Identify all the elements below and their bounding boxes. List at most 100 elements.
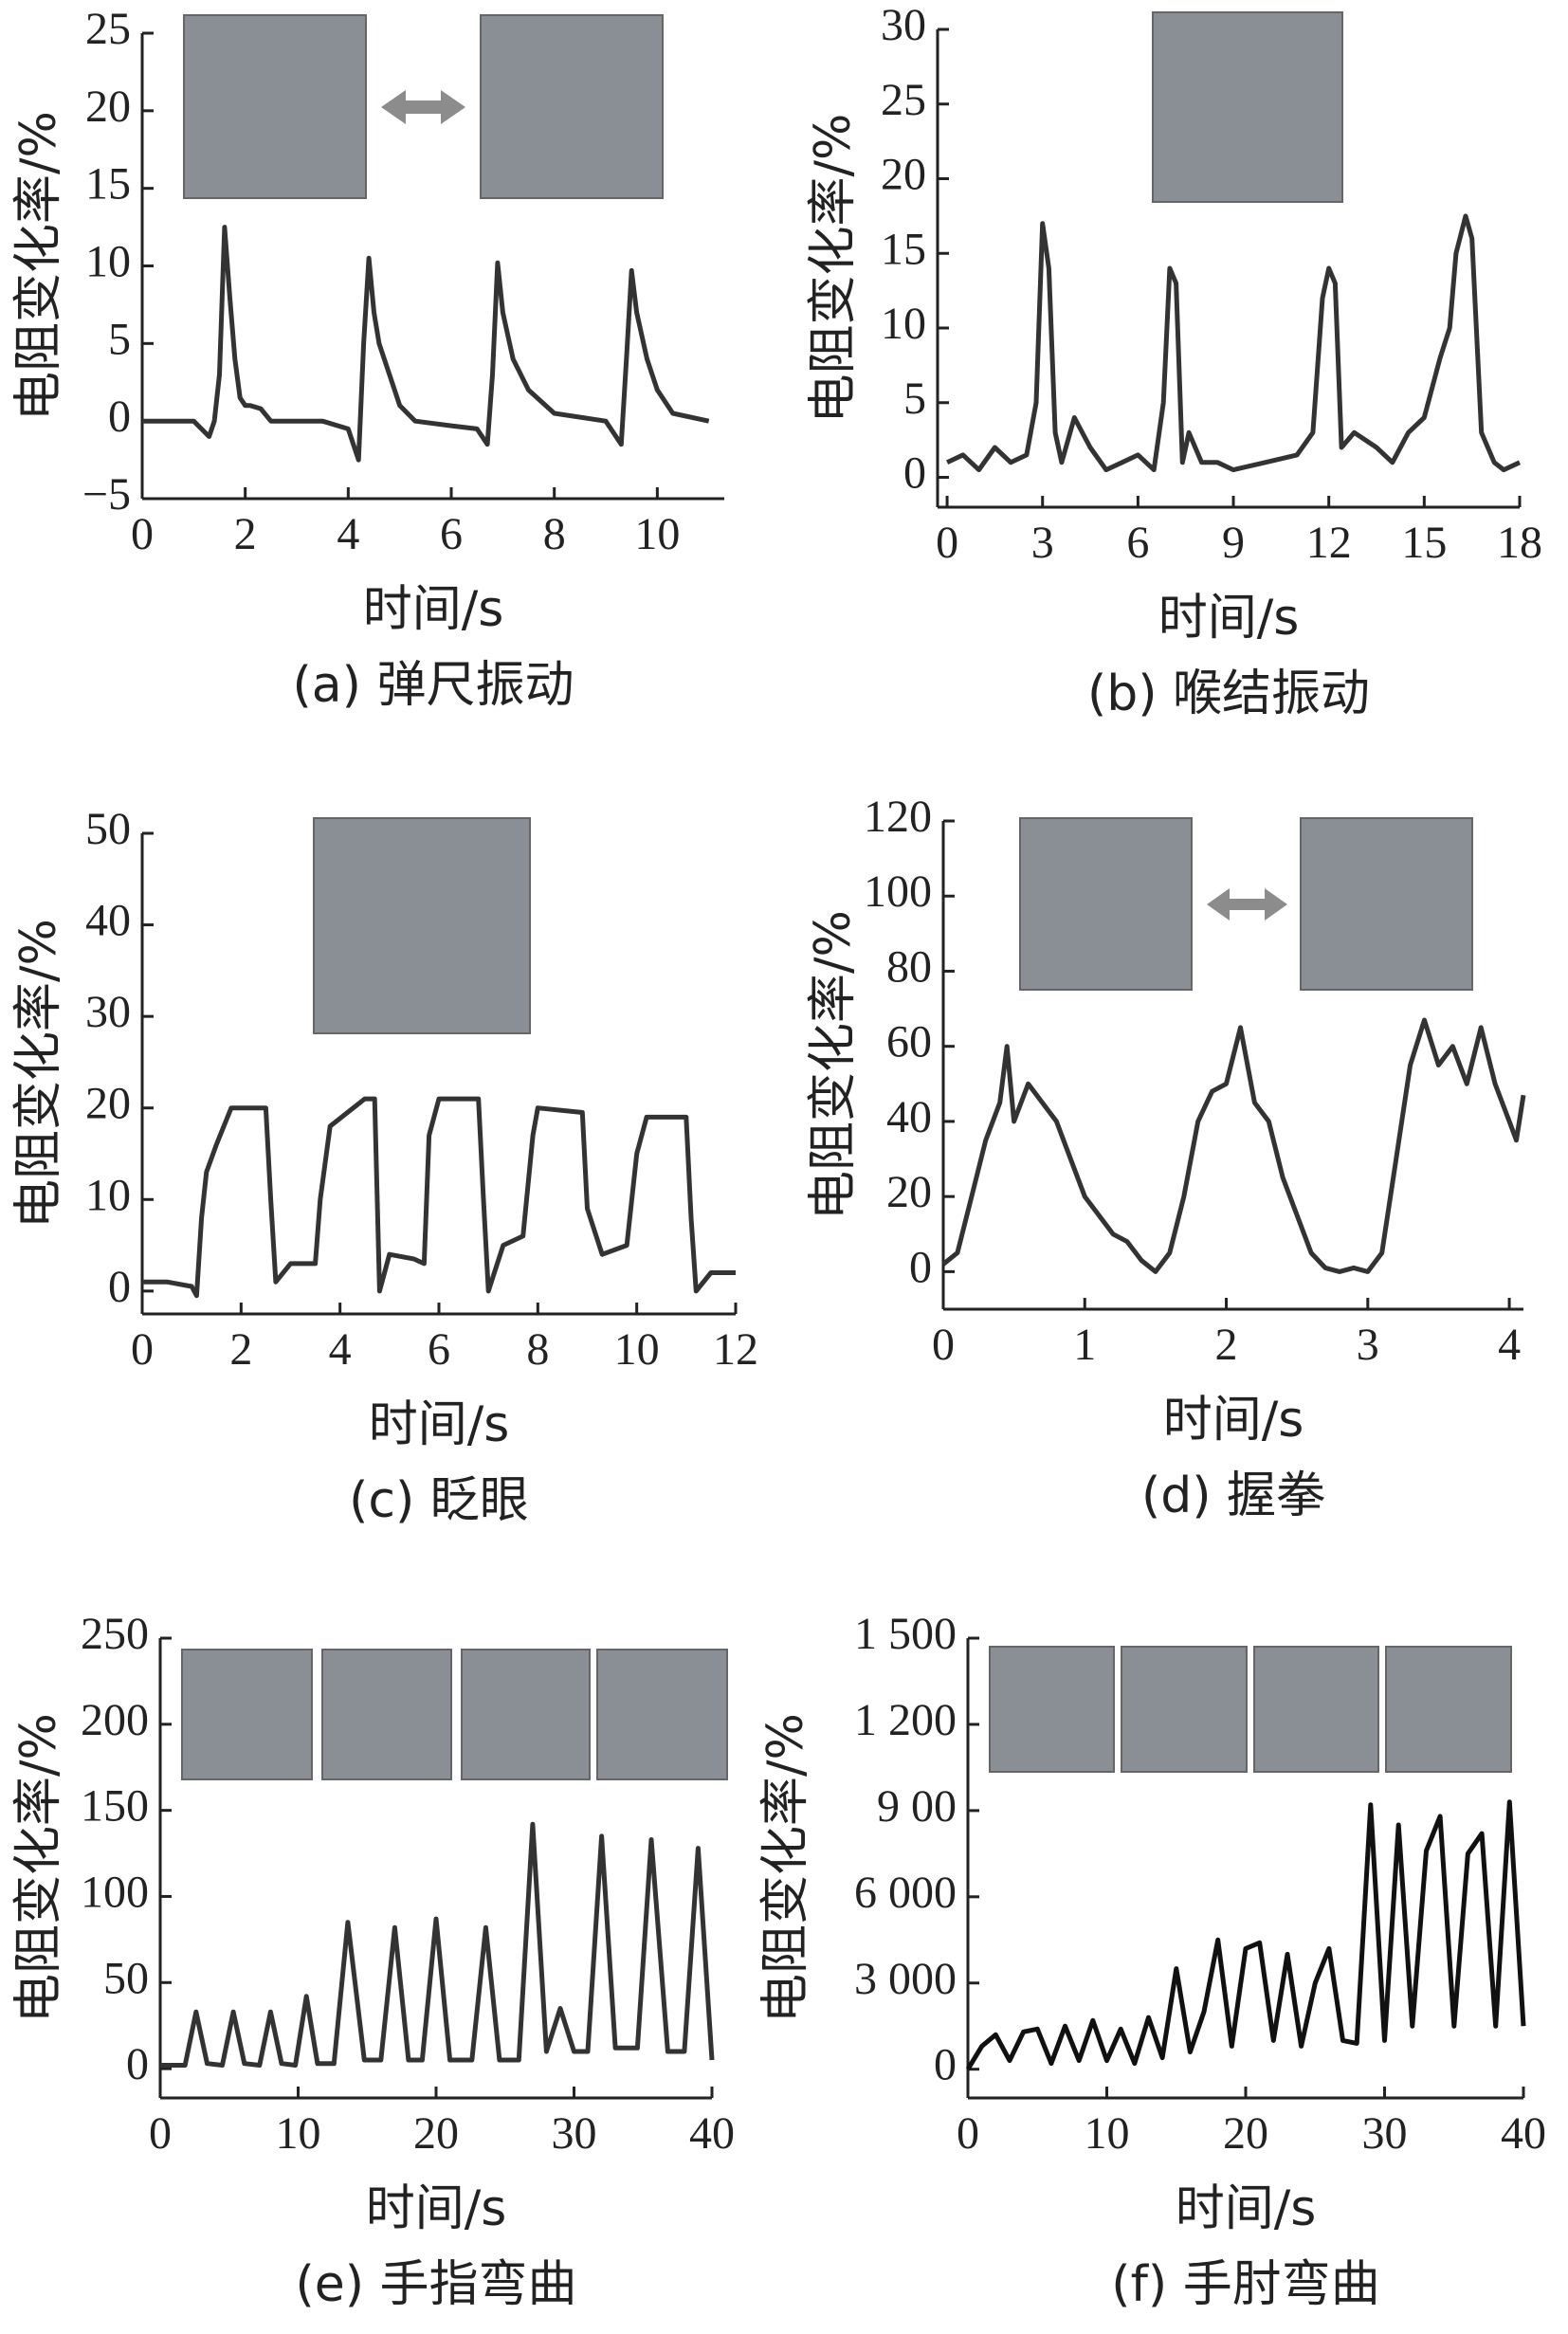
y-axis-label: 电阻变化率/% [805, 910, 862, 1220]
x-tick-label: 12 [1306, 518, 1352, 568]
y-tick-label: 120 [864, 792, 932, 842]
x-tick-label: 12 [713, 1324, 758, 1375]
y-tick-label: 25 [85, 4, 131, 54]
y-tick-label: 10 [85, 1170, 131, 1220]
photo [480, 14, 664, 199]
y-axis-label: 电阻变化率/% [10, 1713, 67, 2023]
x-axis-label: 时间/s [1176, 2180, 1317, 2237]
data-line [160, 1821, 715, 2068]
y-tick-label: 1 200 [854, 1695, 957, 1745]
x-axis-label: 时间/s [1163, 1392, 1304, 1449]
caption: (d) 握拳 [1141, 1468, 1325, 1524]
x-tick-label: 4 [337, 509, 359, 559]
x-tick-label: 2 [1215, 1320, 1238, 1370]
data-line [965, 1799, 1526, 2070]
x-tick-label: 10 [1085, 2108, 1130, 2159]
y-tick-label: 40 [85, 896, 131, 946]
x-tick-label: 30 [552, 2108, 597, 2159]
y-tick-label: 0 [108, 392, 131, 442]
y-tick-label: 80 [886, 941, 932, 992]
x-tick-label: 0 [131, 1324, 154, 1375]
data-line [142, 1096, 736, 1299]
y-axis-label: 电阻变化率/% [10, 919, 67, 1229]
x-tick-label: 0 [957, 2108, 979, 2159]
x-tick-label: 9 [1222, 518, 1245, 568]
y-tick-label: 60 [886, 1017, 932, 1067]
caption: (a) 弹尺振动 [293, 657, 574, 714]
y-tick-label: 0 [909, 1242, 932, 1292]
data-line [941, 1017, 1526, 1274]
y-tick-label: 30 [881, 0, 926, 50]
photo [1253, 1646, 1379, 1773]
x-tick-label: 4 [1498, 1320, 1521, 1370]
x-tick-label: 1 [1073, 1320, 1096, 1370]
y-tick-label: 100 [81, 1867, 149, 1917]
data-line [142, 225, 710, 463]
y-axis-label: 电阻变化率/% [805, 114, 862, 424]
arrow [381, 90, 465, 124]
y-tick-label: 100 [864, 866, 932, 917]
y-tick-label: 10 [881, 299, 926, 349]
caption: (f) 手肘弯曲 [1111, 2256, 1379, 2313]
y-tick-label: −5 [82, 469, 131, 520]
caption: (c) 眨眼 [349, 1472, 529, 1529]
x-axis-label: 时间/s [363, 581, 504, 638]
photo [1152, 11, 1343, 203]
photo [1019, 817, 1193, 991]
x-axis-label: 时间/s [366, 2180, 507, 2237]
x-tick-label: 40 [1501, 2108, 1546, 2159]
y-tick-label: 50 [103, 1953, 149, 2003]
photo [321, 1649, 452, 1780]
y-tick-label: 15 [85, 159, 131, 210]
x-axis-label: 时间/s [369, 1396, 510, 1453]
photo [313, 817, 531, 1034]
caption: (e) 手指弯曲 [295, 2256, 576, 2313]
x-tick-label: 0 [149, 2108, 172, 2159]
y-tick-label: 30 [85, 987, 131, 1037]
x-tick-label: 0 [131, 509, 154, 559]
y-tick-label: 20 [881, 150, 926, 200]
x-tick-label: 8 [543, 509, 566, 559]
x-tick-label: 10 [614, 1324, 660, 1375]
y-tick-label: 5 [108, 314, 131, 364]
x-tick-label: 8 [526, 1324, 549, 1375]
x-tick-label: 2 [229, 1324, 252, 1375]
x-tick-label: 6 [428, 1324, 450, 1375]
y-tick-label: 20 [85, 82, 131, 132]
y-tick-label: 0 [108, 1262, 131, 1312]
x-tick-label: 6 [440, 509, 463, 559]
y-tick-label: 150 [81, 1781, 149, 1832]
y-tick-label: 5 [903, 374, 926, 424]
y-axis-label: 电阻变化率/% [757, 1713, 814, 2023]
y-tick-label: 200 [81, 1695, 149, 1745]
y-tick-label: 9 00 [877, 1781, 957, 1832]
x-tick-label: 0 [932, 1320, 955, 1370]
y-tick-label: 0 [934, 2040, 957, 2090]
y-tick-label: 40 [886, 1092, 932, 1142]
y-tick-label: 10 [85, 237, 131, 287]
x-axis-label: 时间/s [1158, 590, 1300, 647]
y-tick-label: 25 [881, 75, 926, 125]
x-tick-label: 20 [413, 2108, 459, 2159]
y-axis-label: 电阻变化率/% [10, 111, 67, 421]
data-line [946, 213, 1522, 473]
photo [989, 1646, 1115, 1773]
x-tick-label: 10 [634, 509, 680, 559]
y-tick-label: 20 [85, 1079, 131, 1129]
x-tick-label: 3 [1031, 518, 1054, 568]
y-tick-label: 1 500 [854, 1609, 957, 1659]
x-tick-label: 18 [1497, 518, 1542, 568]
photo [1121, 1646, 1248, 1773]
x-tick-label: 40 [689, 2108, 735, 2159]
y-tick-label: 15 [881, 224, 926, 274]
x-tick-label: 4 [329, 1324, 352, 1375]
y-tick-label: 50 [85, 804, 131, 854]
photo [1300, 817, 1473, 991]
photo [1385, 1646, 1512, 1773]
x-tick-label: 2 [234, 509, 257, 559]
y-tick-label: 20 [886, 1167, 932, 1217]
x-tick-label: 15 [1401, 518, 1447, 568]
x-tick-label: 0 [936, 518, 958, 568]
photo [461, 1649, 591, 1780]
